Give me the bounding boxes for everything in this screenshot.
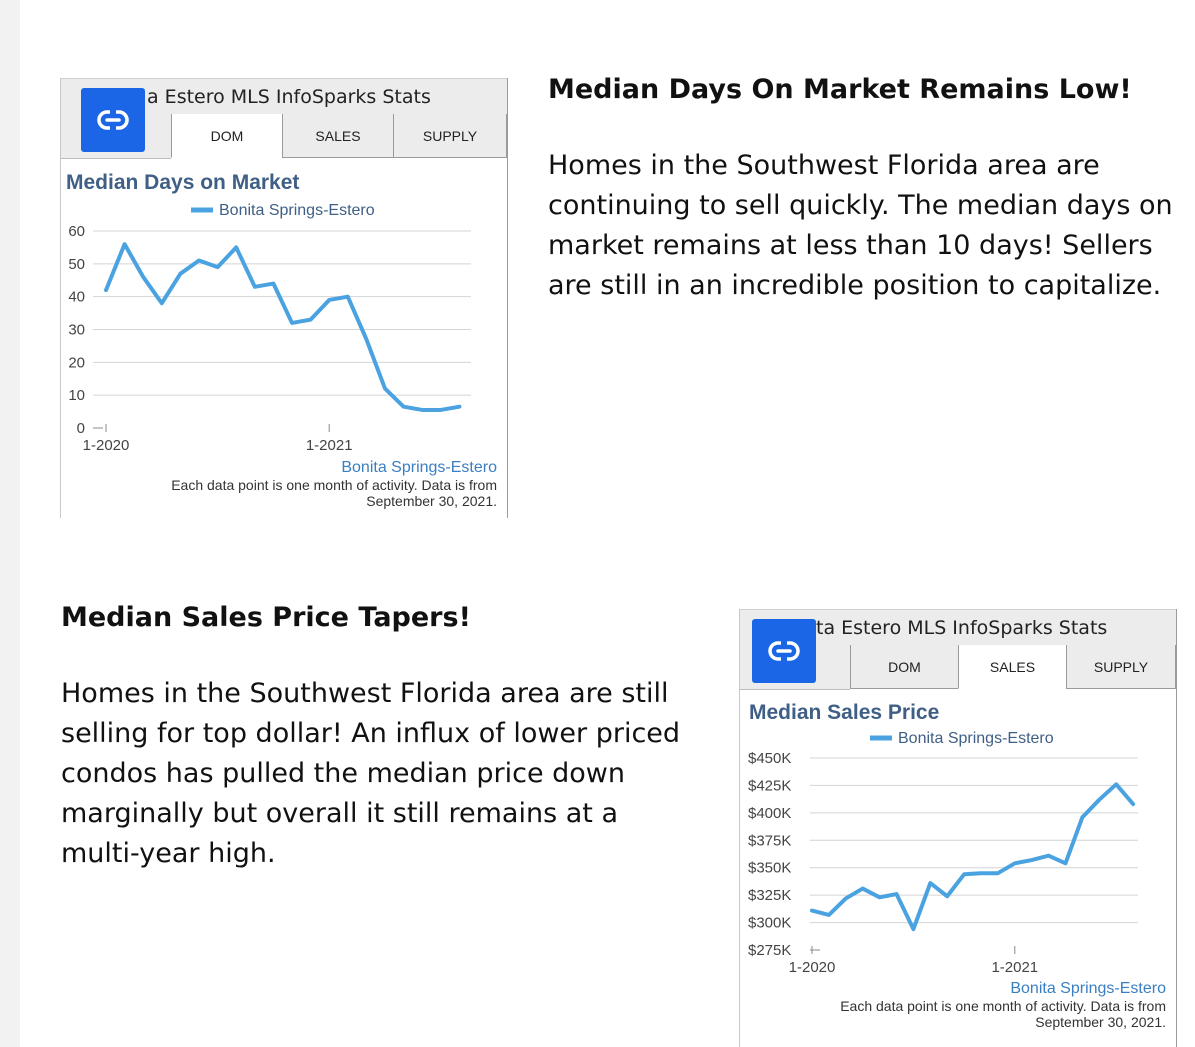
data-point bbox=[235, 246, 237, 248]
y-tick-label: $400K bbox=[748, 805, 791, 822]
data-point bbox=[879, 896, 881, 898]
data-point bbox=[328, 299, 330, 301]
y-tick-label: $325K bbox=[748, 887, 791, 904]
footer-note-line1: Each data point is one month of activity… bbox=[840, 998, 1166, 1014]
series-line bbox=[104, 242, 462, 412]
chart-footer: Bonita Springs-Estero Each data point is… bbox=[171, 458, 497, 509]
y-tick-label: $450K bbox=[748, 750, 791, 767]
tab-supply[interactable]: SUPPLY bbox=[393, 114, 507, 158]
chart-footer: Bonita Springs-Estero Each data point is… bbox=[840, 979, 1166, 1030]
price-line-chart: Bonita Springs-Estero $275K $300K $325K $350… bbox=[748, 730, 1138, 976]
data-point bbox=[845, 897, 847, 899]
dom-paragraph: Homes in the Southwest Florida area are … bbox=[548, 150, 1173, 301]
chart-title: Median Days on Market bbox=[66, 171, 300, 194]
data-point bbox=[929, 882, 931, 884]
dom-line-chart: Bonita Springs-Estero 0 10 20 30 40 50 60 1-2020… bbox=[68, 202, 471, 454]
price-stats-widget: ta Estero MLS InfoSparks Stats DOM SALES… bbox=[739, 609, 1177, 1047]
tab-sales[interactable]: SALES bbox=[282, 114, 393, 158]
y-tick-label: $300K bbox=[748, 915, 791, 932]
footer-note-line1: Each data point is one month of activity… bbox=[171, 477, 497, 493]
data-point bbox=[124, 243, 126, 245]
data-point bbox=[217, 266, 219, 268]
y-tick-label: 0 bbox=[77, 420, 85, 437]
link-icon bbox=[768, 641, 800, 661]
widget-title: ta Estero MLS InfoSparks Stats bbox=[816, 617, 1108, 639]
data-point bbox=[1014, 862, 1016, 864]
data-point bbox=[198, 260, 200, 262]
data-point bbox=[105, 289, 107, 291]
y-tick-label: 40 bbox=[68, 289, 85, 306]
tab-sales[interactable]: SALES bbox=[958, 645, 1066, 689]
data-point bbox=[896, 893, 897, 895]
footer-note-line2: September 30, 2021. bbox=[1035, 1014, 1166, 1030]
data-point bbox=[997, 872, 999, 874]
y-tick-label: 20 bbox=[68, 354, 85, 371]
x-tick-label: 1-2021 bbox=[991, 959, 1038, 976]
y-tick-label: 10 bbox=[68, 387, 85, 404]
tab-dom[interactable]: DOM bbox=[171, 114, 282, 158]
data-point bbox=[365, 338, 367, 340]
data-point bbox=[946, 895, 948, 897]
data-point bbox=[161, 302, 163, 304]
chart-title: Median Sales Price bbox=[749, 701, 940, 724]
dom-text-section: Median Days On Market Remains Low! Homes… bbox=[548, 72, 1178, 306]
legend-label: Bonita Springs-Estero bbox=[898, 730, 1054, 747]
data-point bbox=[142, 276, 144, 278]
data-point bbox=[980, 872, 982, 874]
data-point bbox=[179, 273, 181, 275]
y-tick-label: 60 bbox=[68, 223, 85, 240]
data-point bbox=[403, 406, 405, 408]
dom-heading: Median Days On Market Remains Low! bbox=[548, 74, 1132, 105]
footer-region-label: Bonita Springs-Estero bbox=[341, 459, 497, 476]
x-tick-label: 1-2021 bbox=[306, 437, 353, 454]
link-icon bbox=[97, 110, 129, 130]
x-tick-label: 1-2020 bbox=[789, 959, 836, 976]
data-point bbox=[384, 388, 386, 390]
data-point bbox=[963, 873, 965, 875]
data-point bbox=[862, 888, 864, 890]
y-tick-label: 50 bbox=[68, 256, 85, 273]
price-heading: Median Sales Price Tapers! bbox=[61, 602, 471, 633]
x-tick-label: 1-2020 bbox=[83, 437, 130, 454]
tab-supply[interactable]: SUPPLY bbox=[1066, 645, 1176, 689]
widget-title: a Estero MLS InfoSparks Stats bbox=[147, 86, 431, 108]
data-point bbox=[347, 296, 349, 298]
data-point bbox=[1031, 859, 1033, 861]
footer-note-line2: September 30, 2021. bbox=[366, 493, 497, 509]
data-point bbox=[811, 910, 813, 912]
series-line bbox=[810, 782, 1136, 932]
data-point bbox=[1065, 862, 1066, 864]
left-page-strip bbox=[0, 0, 20, 1047]
y-tick-label: $275K bbox=[748, 942, 791, 959]
data-point bbox=[421, 409, 423, 411]
data-point bbox=[1132, 803, 1134, 805]
legend-label: Bonita Springs-Estero bbox=[219, 202, 375, 219]
link-button[interactable] bbox=[81, 88, 145, 152]
data-point bbox=[828, 914, 830, 916]
data-point bbox=[1115, 783, 1117, 785]
tab-dom[interactable]: DOM bbox=[850, 645, 958, 689]
data-point bbox=[912, 928, 914, 930]
data-point bbox=[310, 319, 312, 321]
data-point bbox=[1048, 855, 1050, 857]
link-button[interactable] bbox=[752, 619, 816, 683]
price-paragraph: Homes in the Southwest Florida area are … bbox=[61, 678, 681, 869]
data-point bbox=[440, 409, 442, 411]
y-tick-label: 30 bbox=[68, 322, 85, 339]
data-point bbox=[272, 283, 274, 285]
data-point bbox=[291, 322, 293, 324]
data-point bbox=[1098, 799, 1100, 801]
price-text-section: Median Sales Price Tapers! Homes in the … bbox=[61, 600, 681, 874]
y-tick-label: $375K bbox=[748, 832, 791, 849]
footer-region-label: Bonita Springs-Estero bbox=[1010, 980, 1166, 997]
data-point bbox=[1081, 816, 1083, 818]
widget-tabs: DOM SALES SUPPLY bbox=[61, 114, 507, 160]
data-point bbox=[254, 286, 256, 288]
y-tick-label: $425K bbox=[748, 777, 791, 794]
dom-stats-widget: a Estero MLS InfoSparks Stats DOM SALES … bbox=[60, 78, 508, 518]
data-point bbox=[458, 406, 460, 408]
y-tick-label: $350K bbox=[748, 860, 791, 877]
